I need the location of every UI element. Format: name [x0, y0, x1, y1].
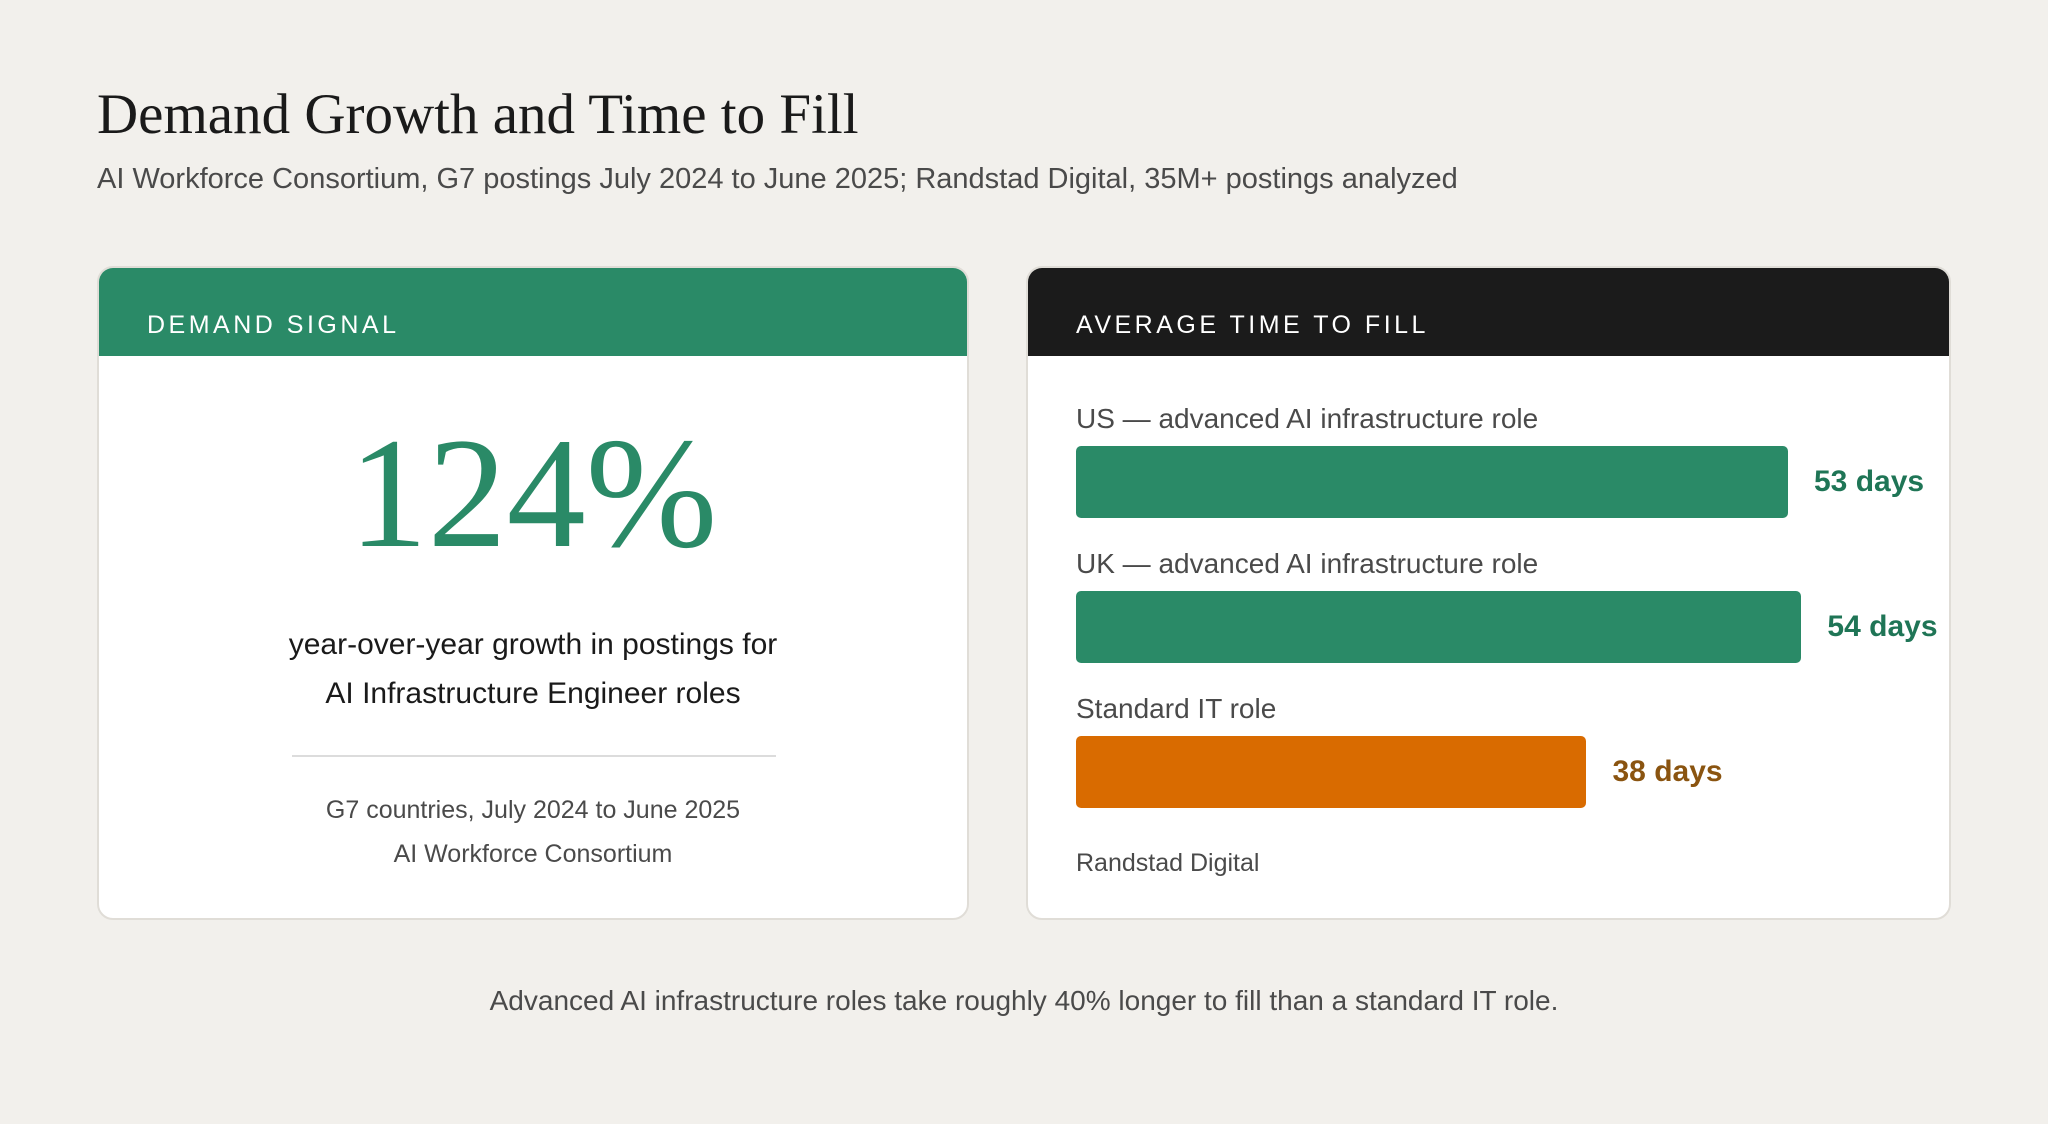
bar — [1076, 736, 1587, 808]
bar-value-label: 53 days — [1814, 465, 1925, 498]
growth-source-note: G7 countries, July 2024 to June 2025 AI … — [99, 788, 967, 876]
growth-source: AI Workforce Consortium — [393, 840, 673, 868]
time-to-fill-card: AVERAGE TIME TO FILL US — advanced AI in… — [1026, 266, 1951, 920]
time-to-fill-chart: US — advanced AI infrastructure role 53 d… — [1028, 268, 1949, 918]
bar-category-label: US — advanced AI infrastructure role — [1076, 403, 1539, 434]
bar-category-label: Standard IT role — [1076, 693, 1277, 724]
demand-signal-header: DEMAND SIGNAL — [99, 268, 967, 356]
demand-signal-card: DEMAND SIGNAL 124% year-over-year growth… — [97, 266, 969, 920]
growth-stat: 124% — [348, 406, 718, 581]
page-subtitle: AI Workforce Consortium, G7 postings Jul… — [97, 163, 1458, 195]
footnote: Advanced AI infrastructure roles take ro… — [489, 985, 1559, 1016]
bar — [1076, 591, 1802, 663]
bar-category-label: UK — advanced AI infrastructure role — [1076, 548, 1539, 579]
time-to-fill-source: Randstad Digital — [1076, 849, 1260, 877]
bar — [1076, 446, 1788, 518]
growth-note-line: G7 countries, July 2024 to June 2025 — [325, 796, 741, 824]
time-to-fill-header: AVERAGE TIME TO FILL — [1028, 268, 1949, 356]
growth-description-line: AI Infrastructure Engineer roles — [325, 677, 741, 710]
growth-description: year-over-year growth in postings for AI… — [99, 620, 967, 718]
growth-description-line: year-over-year growth in postings for — [288, 628, 778, 661]
page-title: Demand Growth and Time to Fill — [97, 83, 859, 146]
divider — [292, 755, 776, 757]
bar-value-label: 54 days — [1827, 610, 1938, 643]
bar-value-label: 38 days — [1612, 755, 1723, 788]
